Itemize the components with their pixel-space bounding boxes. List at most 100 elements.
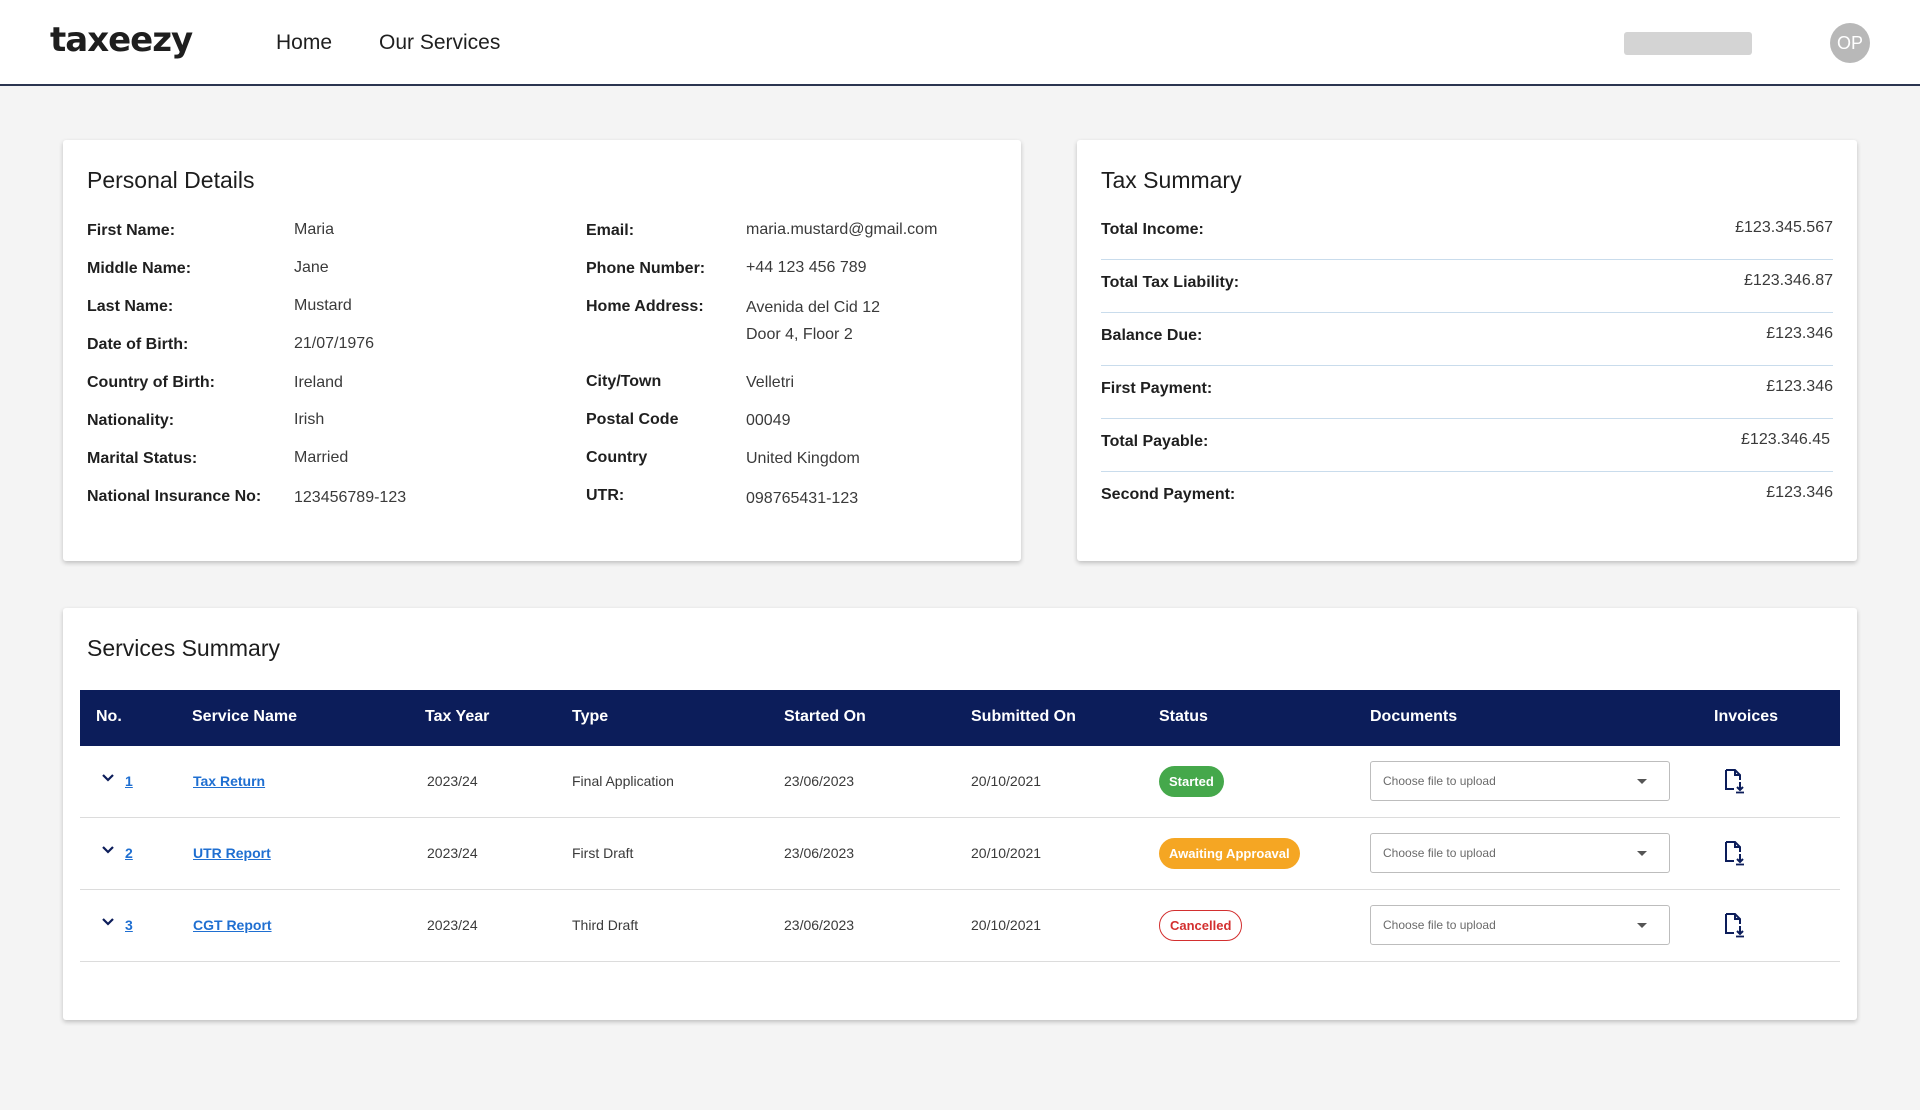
middle-name-value: Jane (294, 259, 329, 276)
document-upload-select[interactable]: Choose file to upload (1370, 761, 1670, 801)
column-header-invoices: Invoices (1714, 708, 1779, 725)
row-number-link[interactable]: 3 (125, 917, 133, 933)
document-upload-select[interactable]: Choose file to upload (1370, 833, 1670, 873)
home-address-label: Home Address: (586, 298, 704, 315)
service-name-link[interactable]: Tax Return (193, 773, 266, 789)
table-row: 2 UTR Report 2023/24 First Draft 23/06/2… (80, 818, 1840, 890)
national-insurance-label: National Insurance No: (87, 488, 262, 505)
tax-year-cell: 2023/24 (427, 917, 478, 933)
tax-summary-row: Second Payment: £123.346 (1101, 472, 1833, 525)
date-of-birth-label: Date of Birth: (87, 336, 189, 353)
total-income-value: £123.345.567 (1735, 219, 1833, 236)
country-label: Country (586, 449, 648, 466)
column-header-service-name: Service Name (192, 708, 297, 725)
last-name-value: Mustard (294, 297, 352, 314)
document-upload-placeholder: Choose file to upload (1383, 918, 1496, 932)
type-cell: Third Draft (572, 917, 639, 933)
last-name-label: Last Name: (87, 298, 174, 315)
top-navigation-bar: taxeezy Home Our Services OP (0, 0, 1920, 86)
balance-due-label: Balance Due: (1101, 327, 1203, 344)
middle-name-label: Middle Name: (87, 260, 192, 277)
column-header-tax-year: Tax Year (425, 708, 490, 725)
second-payment-label: Second Payment: (1101, 486, 1236, 503)
services-summary-card: Services Summary No. Service Name Tax Ye… (63, 608, 1857, 1020)
city-town-label: City/Town (586, 373, 662, 390)
utr-value: 098765431-123 (746, 490, 859, 507)
marital-status-label: Marital Status: (87, 450, 198, 467)
nationality-label: Nationality: (87, 412, 175, 429)
personal-details-title: Personal Details (87, 167, 255, 193)
total-payable-value: £123.346.45 (1741, 431, 1830, 448)
personal-details-card: Personal Details First Name: Maria Middl… (63, 140, 1021, 561)
type-cell: Final Application (572, 773, 674, 789)
chevron-down-icon[interactable] (98, 768, 118, 788)
column-header-documents: Documents (1370, 708, 1458, 725)
home-address-line2: Door 4, Floor 2 (746, 326, 853, 343)
national-insurance-value: 123456789-123 (294, 489, 407, 506)
column-header-submitted-on: Submitted On (971, 708, 1076, 725)
total-tax-liability-value: £123.346.87 (1744, 272, 1833, 289)
tax-summary-title: Tax Summary (1101, 167, 1242, 193)
table-row: 3 CGT Report 2023/24 Third Draft 23/06/2… (80, 890, 1840, 962)
tax-summary-row: Balance Due: £123.346 (1101, 313, 1833, 366)
type-cell: First Draft (572, 845, 634, 861)
phone-number-value: +44 123 456 789 (746, 259, 867, 276)
first-name-label: First Name: (87, 222, 176, 239)
postal-code-value: 00049 (746, 412, 791, 429)
document-upload-select[interactable]: Choose file to upload (1370, 905, 1670, 945)
total-payable-label: Total Payable: (1101, 433, 1209, 450)
phone-number-label: Phone Number: (586, 260, 706, 277)
status-badge: Cancelled (1159, 910, 1243, 941)
tax-summary-card: Tax Summary Total Income: £123.345.567 T… (1077, 140, 1857, 561)
country-of-birth-label: Country of Birth: (87, 374, 215, 391)
file-download-icon[interactable] (1722, 768, 1746, 794)
tax-year-cell: 2023/24 (427, 773, 478, 789)
second-payment-value: £123.346 (1766, 484, 1833, 501)
first-payment-value: £123.346 (1766, 378, 1833, 395)
home-address-line1: Avenida del Cid 12 (746, 299, 881, 316)
tax-summary-row: Total Tax Liability: £123.346.87 (1101, 260, 1833, 313)
submitted-on-cell: 20/10/2021 (971, 845, 1042, 861)
date-of-birth-value: 21/07/1976 (294, 335, 375, 352)
first-payment-label: First Payment: (1101, 380, 1213, 397)
nav-our-services-link[interactable]: Our Services (379, 31, 501, 54)
tax-summary-row: First Payment: £123.346 (1101, 366, 1833, 419)
submitted-on-cell: 20/10/2021 (971, 773, 1042, 789)
caret-down-icon (1637, 779, 1647, 784)
column-header-started-on: Started On (784, 708, 866, 725)
nav-home-link[interactable]: Home (276, 31, 333, 54)
utr-label: UTR: (586, 487, 625, 504)
caret-down-icon (1637, 923, 1647, 928)
chevron-down-icon[interactable] (98, 840, 118, 860)
started-on-cell: 23/06/2023 (784, 845, 855, 861)
caret-down-icon (1637, 851, 1647, 856)
column-header-type: Type (572, 708, 609, 725)
total-income-label: Total Income: (1101, 221, 1204, 238)
services-table-header: No. Service Name Tax Year Type Started O… (80, 690, 1840, 746)
started-on-cell: 23/06/2023 (784, 773, 855, 789)
row-number-link[interactable]: 1 (125, 773, 133, 789)
tax-summary-row: Total Income: £123.345.567 (1101, 207, 1833, 260)
user-avatar[interactable]: OP (1830, 23, 1870, 63)
file-download-icon[interactable] (1722, 912, 1746, 938)
status-badge: Awaiting Approaval (1159, 838, 1300, 869)
email-value: maria.mustard@gmail.com (746, 221, 938, 238)
file-download-icon[interactable] (1722, 840, 1746, 866)
email-label: Email: (586, 222, 635, 239)
service-name-link[interactable]: UTR Report (193, 845, 271, 861)
column-header-status: Status (1159, 708, 1208, 725)
status-badge: Started (1159, 766, 1224, 797)
service-name-link[interactable]: CGT Report (193, 917, 272, 933)
document-upload-placeholder: Choose file to upload (1383, 846, 1496, 860)
tax-summary-row: Total Payable: £123.346.45 (1101, 419, 1833, 472)
country-of-birth-value: Ireland (294, 374, 343, 391)
nationality-value: Irish (294, 411, 325, 428)
chevron-down-icon[interactable] (98, 912, 118, 932)
document-upload-placeholder: Choose file to upload (1383, 774, 1496, 788)
row-number-link[interactable]: 2 (125, 845, 133, 861)
user-name-placeholder (1624, 32, 1752, 55)
tax-year-cell: 2023/24 (427, 845, 478, 861)
total-tax-liability-label: Total Tax Liability: (1101, 274, 1240, 291)
city-town-value: Velletri (746, 374, 795, 391)
brand-logo[interactable]: taxeezy (50, 20, 193, 60)
